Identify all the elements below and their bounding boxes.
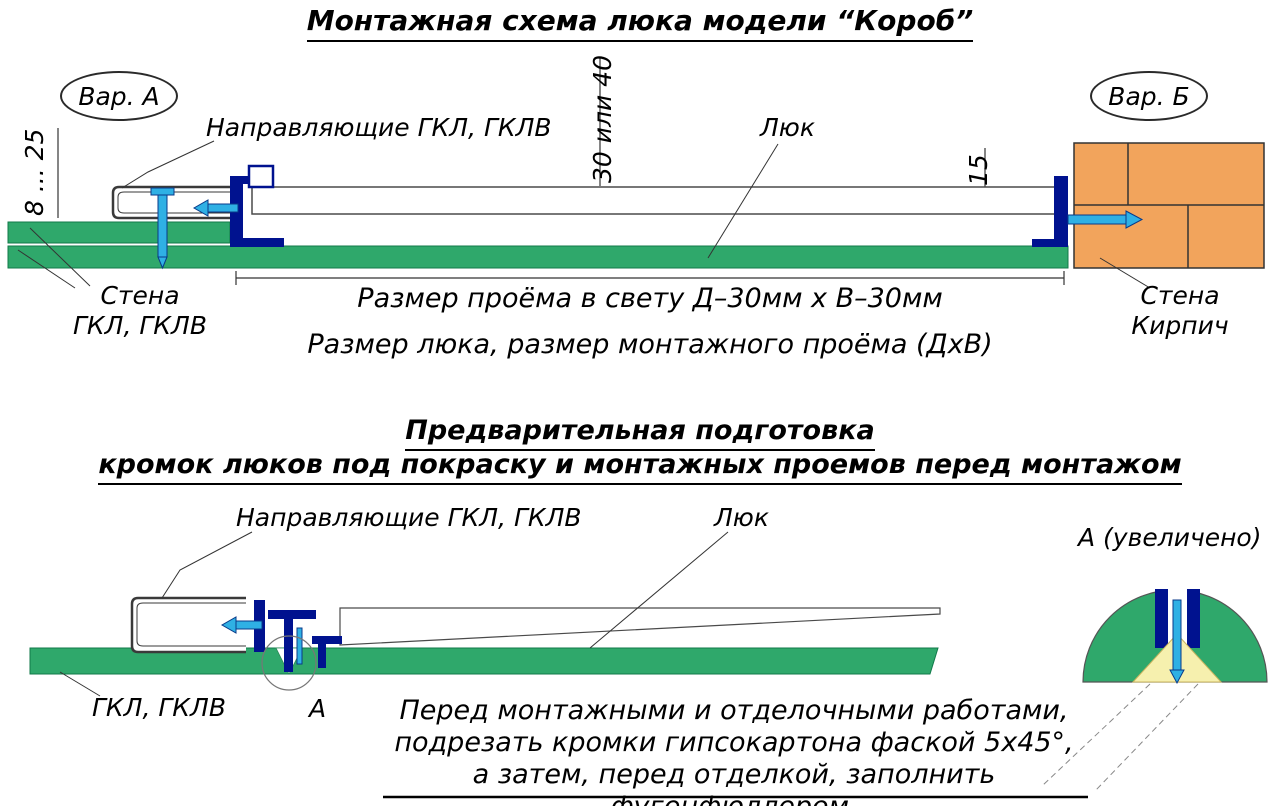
note-line2: подрезать кромки гипсокартона фаской 5х4… [394,727,1074,758]
dim-thickness-label: 8 ... 25 [20,128,49,216]
rails-label-prep: Направляющие ГКЛ, ГКЛВ [236,503,582,532]
page-title: Монтажная схема люка модели “Короб” [0,4,1280,42]
prep-leader-lines [59,531,729,697]
dim-depth-label: 30 или 40 [588,55,617,183]
detail-a-view [1082,589,1268,685]
top-leader-lines [17,140,1151,289]
variant-b-oval: Вар. Б [1090,71,1208,121]
detail-a-circle [261,635,317,691]
variant-b-label: Вар. Б [1108,81,1190,111]
top-hatch-panel [251,186,1063,215]
top-drywall-wall [7,221,1069,269]
prep-drywall-track-profile [130,596,246,654]
prep-title-line2-wrap: кромок люков под покраску и монтажных пр… [0,449,1280,486]
top-brick-wall [1073,142,1265,269]
detail-marker-label: А [309,694,327,723]
prep-drywall-wall [29,647,939,675]
hatch-size-label: Размер люка, размер монтажного проёма (Д… [307,329,993,360]
top-fasteners [150,187,1144,270]
detail-a-leader-lines [1041,683,1199,791]
wall-left-line1: Стена [100,281,180,310]
hatch-label-prep: Люк [714,503,769,532]
variant-a-label: Вар. А [78,81,160,111]
note-line3: а затем, перед отделкой, заполнить фуген… [472,759,996,806]
hatch-label-top: Люк [760,113,815,142]
wall-left-label: Стена ГКЛ, ГКЛВ [50,281,230,341]
detail-view-title: А (увеличено) [1078,523,1262,552]
variant-a-oval: Вар. А [60,71,178,121]
page-title-text: Монтажная схема люка модели “Короб” [306,4,974,42]
prep-hatch-panel [339,607,941,646]
wall-left-line2: ГКЛ, ГКЛВ [73,311,207,340]
wall-right-line2: Кирпич [1131,311,1229,340]
opening-size-label: Размер проёма в свету Д–30мм х В–30мм [357,283,943,314]
prep-fasteners [220,616,303,665]
note-line1: Перед монтажными и отделочными работами, [399,695,1069,726]
dim-gap-label: 15 [964,154,993,186]
rails-label-top: Направляющие ГКЛ, ГКЛВ [206,113,552,142]
wall-right-label: Стена Кирпич [1090,281,1270,341]
wall-right-line1: Стена [1140,281,1220,310]
prep-title-line1: Предварительная подготовка [405,415,875,452]
prep-title-line1-wrap: Предварительная подготовка [0,415,1280,452]
gkl-label-prep: ГКЛ, ГКЛВ [92,693,226,722]
prep-title-line2: кромок люков под покраску и монтажных пр… [98,449,1182,486]
